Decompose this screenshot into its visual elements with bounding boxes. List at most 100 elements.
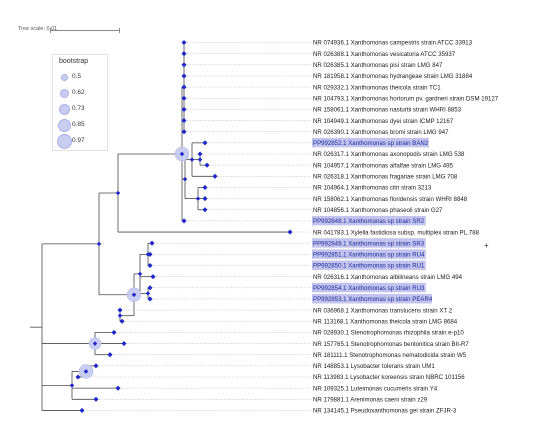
highlight-box <box>312 137 429 148</box>
legend-item: 0.97 <box>53 133 107 149</box>
taxon-label: NR 074936.1 Xanthomonas campestris strai… <box>313 40 473 47</box>
tip-node-marker <box>202 184 208 190</box>
tip-node-marker <box>107 352 113 358</box>
highlight-box <box>312 215 426 226</box>
taxon-label: NR 029332.1 Xanthomonas theicola strain … <box>313 84 441 91</box>
taxon-label: NR 104793.1 Xanthomonas hortorum pv. gar… <box>313 95 499 102</box>
legend-item: 0.5 <box>53 69 107 85</box>
tip-node-marker <box>181 73 187 79</box>
legend-circle <box>59 104 70 115</box>
tip-node-marker <box>147 285 153 291</box>
tip-node-marker <box>181 129 187 135</box>
legend-circle <box>60 89 69 98</box>
tip-node-marker <box>181 39 187 46</box>
tip-node-marker <box>202 207 208 213</box>
taxon-label: NR 157765.1 Stenotrophomonas bentonitica… <box>313 341 469 348</box>
internal-node-marker <box>197 157 203 162</box>
tip-node-marker <box>147 251 153 257</box>
taxon-label: PP992854.1 Xanthomonas sp strain RU3 <box>313 285 425 292</box>
taxon-label: NR 158061.1 Xanthomonas nasturtii strain… <box>313 107 462 114</box>
taxon-label: PP992853.1 Xanthomonas sp strain PEAR4 <box>313 296 433 303</box>
cursor-crosshair: + <box>484 241 489 250</box>
internal-node-marker <box>83 369 89 374</box>
internal-node-marker <box>115 190 121 196</box>
taxon-label: NR 026385.1 Xanthomonas pisi strain LMG … <box>313 62 443 69</box>
internal-node-marker <box>182 176 188 182</box>
taxon-label: NR 104957.1 Xanthomonas alfalfae strain … <box>313 162 454 169</box>
tip-node-marker <box>181 62 187 68</box>
taxon-label: PP992852.1 Xanthomonas sp strain BAN2 <box>313 140 429 147</box>
taxon-label: PP992848.1 Xanthomonas sp strain SR2 <box>313 218 425 225</box>
highlight-box <box>312 293 432 304</box>
highlight-box <box>312 238 426 248</box>
tip-node-marker <box>212 173 218 179</box>
taxon-label: PP992851.1 Xanthomonas sp strain RU4 <box>313 252 425 259</box>
taxon-label: NR 041783.1 Xylella fastidiosa subsp. mu… <box>313 229 480 236</box>
taxon-label: NR 181958.1 Xanthomonas hydrangeae strai… <box>313 73 473 80</box>
legend-circle <box>57 134 72 149</box>
taxon-label: NR 104856.1 Xanthomonas phaseoli strain … <box>313 207 443 214</box>
highlight-box <box>312 282 426 293</box>
legend-title: bootstrap <box>59 58 89 65</box>
tip-node-marker <box>75 374 81 380</box>
taxon-label: NR 026390.1 Xanthomonas bromi strain LMG… <box>313 129 449 136</box>
taxon-label: PP992849.1 Xanthomonas sp strain SR3 <box>313 240 425 247</box>
tip-node-marker <box>111 329 117 335</box>
internal-node-marker <box>117 313 123 318</box>
legend-value: 0.62 <box>72 89 85 96</box>
taxon-label: NR 113983.1 Lysobacter koreensis strain … <box>313 374 465 381</box>
internal-node-marker <box>69 383 75 388</box>
legend-value: 0.5 <box>72 73 82 80</box>
taxon-label: NR 026388.1 Xanthomonas vesicatoria ATCC… <box>313 51 456 58</box>
taxon-label: NR 134145.1 Pseudoxanthomonas gei strain… <box>313 408 457 415</box>
internal-node-marker <box>137 271 143 277</box>
taxon-label: NR 028930.1 Stenotrophomonas rhizophila … <box>313 330 464 337</box>
legend-circle <box>58 119 71 132</box>
tip-node-marker <box>204 162 210 168</box>
tip-node-marker <box>121 341 127 347</box>
taxon-label: NR 113168.1 Xanthomonas theicola strain … <box>313 318 458 325</box>
tip-node-marker <box>202 196 208 202</box>
tip-node-marker <box>287 229 293 235</box>
legend-item: 0.62 <box>53 85 107 101</box>
tip-node-marker <box>149 240 155 246</box>
highlight-box <box>312 260 426 270</box>
legend-value: 0.85 <box>72 121 85 128</box>
taxon-label: NR 148853.1 Lysobacter tolerans strain U… <box>313 363 435 370</box>
tip-node-marker <box>93 363 99 369</box>
legend-item: 0.73 <box>53 101 107 117</box>
taxon-label: NR 036968.1 Xanthomonas translucens stra… <box>313 307 453 314</box>
taxon-label: NR 158062.1 Xanthomonas floridensis stra… <box>313 196 468 203</box>
tip-node-marker <box>150 274 156 280</box>
taxon-label: NR 026318.1 Xanthomonas fragariae strain… <box>313 174 458 181</box>
legend-value: 0.73 <box>72 105 85 112</box>
tree-scale-label: Tree scale: 0.01 <box>18 26 58 32</box>
taxon-label: NR 104964.1 Xanthomonas citri strain 321… <box>313 185 432 192</box>
legend-item: 0.85 <box>53 117 107 133</box>
taxon-label: NR 026316.1 Xanthomonas albilineans stra… <box>313 274 463 281</box>
bootstrap-legend: bootstrap 0.5 0.62 0.73 0.85 0.97 <box>52 54 108 151</box>
tip-node-marker <box>181 51 187 57</box>
internal-node-marker <box>189 157 195 162</box>
internal-node-marker <box>96 241 102 247</box>
tip-node-marker <box>147 262 153 269</box>
tip-node-marker <box>147 296 153 302</box>
highlight-box <box>312 249 426 259</box>
internal-node-marker <box>145 291 151 296</box>
internal-node-marker <box>92 341 98 346</box>
taxon-label: NR 181111.1 Stenotrophomonas nematodicid… <box>313 352 467 359</box>
legend-value: 0.97 <box>72 137 85 144</box>
taxon-label: NR 179881.1 Arenimonas caeni strain z29 <box>313 397 428 404</box>
internal-node-marker <box>131 292 137 298</box>
tip-node-marker <box>115 385 121 391</box>
tip-node-marker <box>197 151 203 157</box>
tip-node-marker <box>93 396 99 402</box>
tip-node-marker <box>117 307 123 313</box>
taxon-label: NR 026317.1 Xanthomonas axonopodis strai… <box>313 151 465 158</box>
tip-node-marker <box>181 84 187 90</box>
tip-node-marker <box>79 407 85 413</box>
tree-scale-bar <box>50 28 120 33</box>
taxon-label: NR 109325.1 Luteimonas cucumeris strain … <box>313 385 438 392</box>
internal-node-marker <box>195 196 201 201</box>
